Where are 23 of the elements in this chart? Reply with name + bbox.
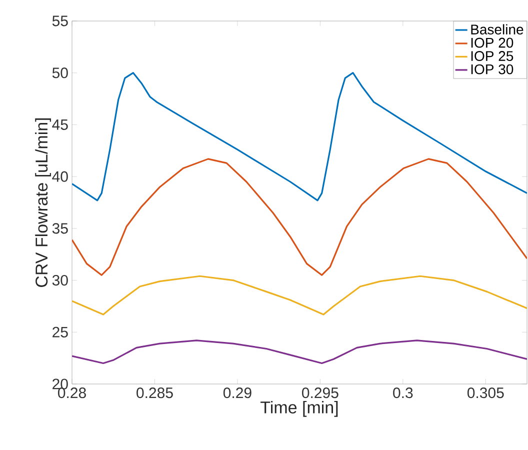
x-axis-title: Time [min] — [260, 400, 338, 417]
y-tick-label: 45 — [52, 119, 68, 130]
y-tick-label: 50 — [52, 68, 68, 78]
legend-label: IOP 20 — [471, 38, 514, 48]
y-tick-label: 40 — [52, 171, 68, 182]
y-axis-title: CRV Flowrate [uL/min] — [35, 118, 51, 287]
x-tick-label: 0.285 — [136, 388, 173, 398]
legend-label: IOP 25 — [471, 51, 514, 61]
x-tick-label: 0.28 — [58, 388, 86, 398]
line-series — [72, 158, 528, 276]
legend-label: Baseline — [471, 24, 524, 34]
x-tick-label: 0.3 — [393, 388, 413, 398]
y-tick-label: 35 — [52, 223, 68, 234]
y-tick-label: 55 — [52, 16, 68, 26]
y-tick-label: 20 — [52, 378, 68, 390]
x-tick-label: 0.305 — [467, 388, 504, 398]
y-tick-label: 30 — [52, 274, 68, 286]
x-tick-label: 0.295 — [302, 388, 338, 398]
line-series — [72, 340, 528, 364]
line-series — [72, 275, 528, 316]
y-tick-label: 25 — [52, 326, 68, 338]
legend-label: IOP 30 — [471, 64, 514, 74]
x-tick-label: 0.29 — [223, 388, 252, 398]
